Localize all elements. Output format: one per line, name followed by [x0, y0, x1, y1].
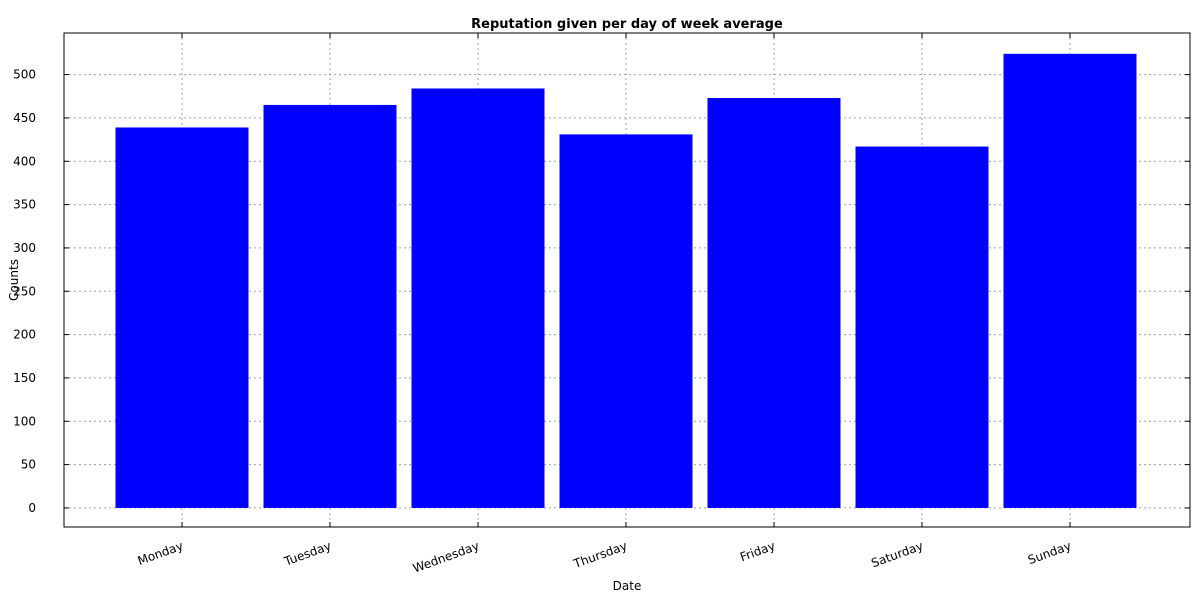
- y-tick-label: 400: [13, 154, 36, 168]
- bar-sunday: [1003, 53, 1137, 508]
- x-tick-label: Sunday: [1026, 539, 1073, 568]
- y-tick-label: 450: [13, 111, 36, 125]
- x-axis-title: Date: [613, 579, 642, 593]
- x-tick-label: Friday: [738, 539, 777, 565]
- y-tick-label: 150: [13, 371, 36, 385]
- bar-wednesday: [411, 88, 545, 508]
- y-tick-label: 500: [13, 68, 36, 82]
- y-tick-label: 300: [13, 241, 36, 255]
- x-tick-label: Saturday: [869, 539, 925, 571]
- y-tick-label: 250: [13, 284, 36, 298]
- y-tick-label: 350: [13, 198, 36, 212]
- bars: [115, 53, 1137, 508]
- x-tick-label: Monday: [136, 539, 185, 568]
- x-tick-label: Tuesday: [281, 539, 333, 569]
- x-tick-label: Wednesday: [411, 539, 481, 576]
- chart-title: Reputation given per day of week average: [471, 17, 783, 32]
- y-tick-label: 200: [13, 328, 36, 342]
- x-tick-label: Thursday: [571, 539, 629, 572]
- y-tick-label: 50: [21, 458, 36, 472]
- y-tick-label: 100: [13, 414, 36, 428]
- plot-frame: [63, 32, 1191, 528]
- bar-saturday: [855, 146, 989, 508]
- y-tick-label: 0: [28, 501, 36, 515]
- bar-monday: [115, 127, 249, 508]
- bar-tuesday: [263, 104, 397, 508]
- y-axis-title: Counts: [7, 259, 21, 301]
- bar-thursday: [559, 134, 693, 508]
- bar-friday: [707, 98, 841, 508]
